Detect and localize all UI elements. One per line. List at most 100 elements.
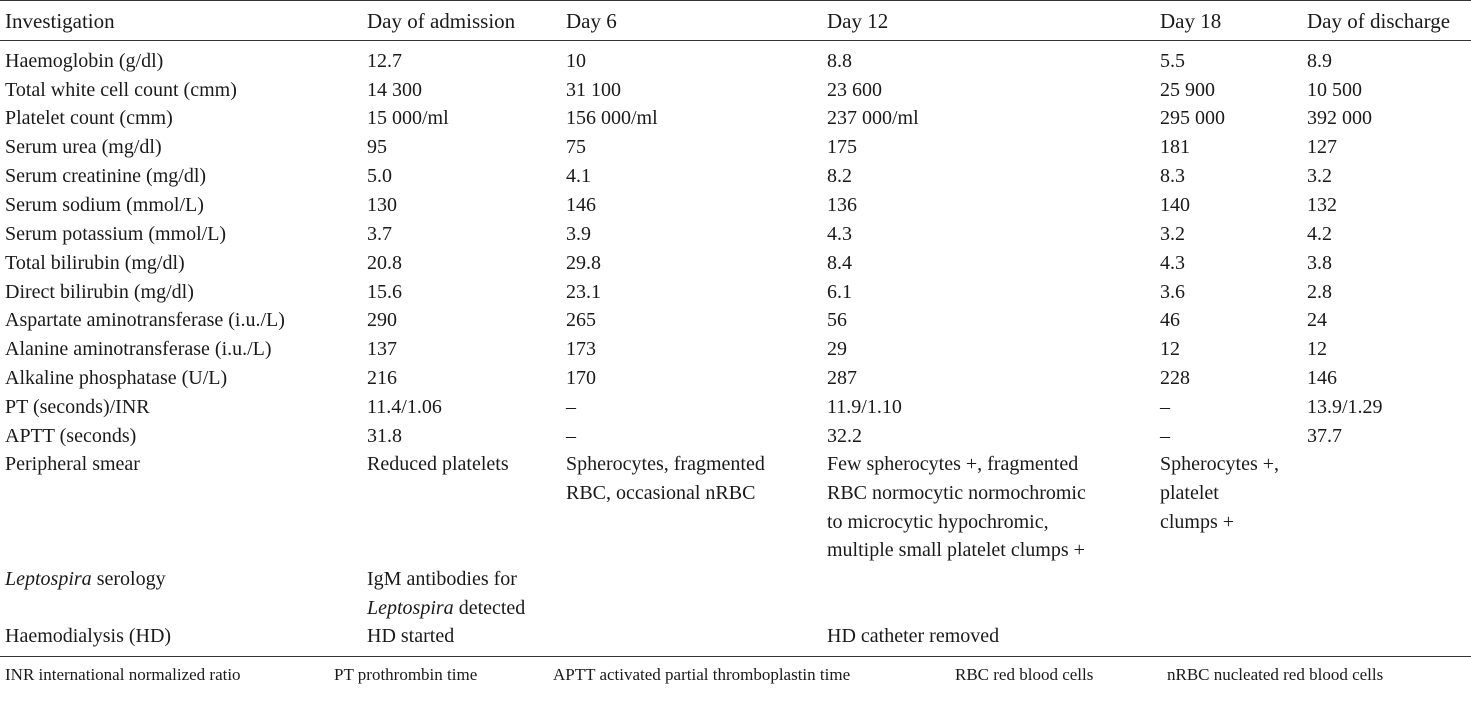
footnote-aptt: APTT activated partial thromboplastin ti… — [553, 665, 851, 684]
cell-admission: IgM antibodies for Leptospira detected — [367, 565, 525, 623]
cell-discharge: 12 — [1307, 338, 1327, 360]
cell-day6: – — [566, 425, 576, 447]
cell-day6: 146 — [566, 194, 596, 216]
header-day-18: Day 18 — [1160, 9, 1222, 33]
cell-line: Spherocytes, fragmented — [566, 453, 765, 475]
cell-day18: 228 — [1160, 367, 1190, 389]
cell-discharge: 3.8 — [1307, 252, 1332, 274]
cell-line: Spherocytes +, — [1160, 453, 1280, 475]
cell-discharge: 4.2 — [1307, 223, 1332, 245]
row-label: Serum potassium (mmol/L) — [5, 223, 227, 245]
row-label: Leptospira serology — [5, 565, 166, 594]
row-label: Direct bilirubin (mg/dl) — [5, 281, 194, 303]
cell-discharge: 37.7 — [1307, 425, 1342, 447]
cell-day12: Few spherocytes +, fragmented RBC normoc… — [827, 450, 1086, 565]
cell-day18: 3.2 — [1160, 223, 1185, 245]
cell-day12: 11.9/1.10 — [827, 396, 902, 418]
cell-discharge: 10 500 — [1307, 79, 1362, 101]
cell-day6: 265 — [566, 309, 596, 331]
cell-day6: 3.9 — [566, 223, 591, 245]
row-label: Platelet count (cmm) — [5, 107, 173, 129]
cell-day18: – — [1160, 425, 1170, 447]
cell-line: RBC, occasional nRBC — [566, 481, 756, 504]
footnote-pt: PT prothrombin time — [334, 665, 478, 684]
cell-day6: – — [566, 396, 576, 418]
cell-admission: HD started — [367, 625, 455, 647]
cell-day6: 31 100 — [566, 79, 621, 101]
cell-line: RBC normocytic normochromic — [827, 481, 1086, 504]
cell-line: multiple small platelet clumps + — [827, 539, 1085, 562]
cell-day6: 29.8 — [566, 252, 601, 274]
cell-day12: 175 — [827, 136, 857, 158]
cell-day12: 6.1 — [827, 281, 852, 303]
cell-admission: 12.7 — [367, 50, 402, 72]
cell-line: platelet — [1160, 481, 1219, 504]
header-investigation: Investigation — [5, 9, 115, 33]
cell-admission: 3.7 — [367, 223, 392, 245]
row-label: APTT (seconds) — [5, 425, 137, 447]
cell-day18: – — [1160, 396, 1170, 418]
row-label: Alkaline phosphatase (U/L) — [5, 367, 228, 389]
cell-line: IgM antibodies for — [367, 568, 517, 590]
cell-day12: 32.2 — [827, 425, 862, 447]
row-label: Total white cell count (cmm) — [5, 79, 237, 101]
footnote-rbc: RBC red blood cells — [955, 665, 1094, 684]
cell-discharge: 146 — [1307, 367, 1337, 389]
header-day-12: Day 12 — [827, 9, 889, 33]
cell-admission: 15.6 — [367, 281, 402, 303]
row-label: Haemoglobin (g/dl) — [5, 50, 164, 72]
cell-day12: 237 000/ml — [827, 107, 919, 129]
row-label: Peripheral smear — [5, 453, 140, 475]
cell-line-rest: detected — [453, 596, 526, 619]
cell-day6: 156 000/ml — [566, 107, 658, 129]
cell-day12: 287 — [827, 367, 857, 389]
cell-day18: 181 — [1160, 136, 1190, 158]
cell-day18: 3.6 — [1160, 281, 1185, 303]
row-label: Haemodialysis (HD) — [5, 625, 172, 647]
cell-day12: 56 — [827, 309, 847, 331]
cell-day12: 8.2 — [827, 165, 852, 187]
row-label: PT (seconds)/INR — [5, 396, 150, 418]
cell-line: clumps + — [1160, 510, 1235, 533]
cell-discharge: 2.8 — [1307, 281, 1332, 303]
cell-day12: 136 — [827, 194, 857, 216]
row-label-rest: serology — [91, 568, 166, 590]
cell-line: Leptospira detected — [367, 594, 525, 623]
cell-day6: 10 — [566, 50, 586, 72]
cell-day12: 4.3 — [827, 223, 852, 245]
cell-day18: 295 000 — [1160, 107, 1225, 129]
cell-day6: 170 — [566, 367, 596, 389]
cell-admission: 31.8 — [367, 425, 402, 447]
cell-day18: 8.3 — [1160, 165, 1185, 187]
cell-day12: HD catheter removed — [827, 625, 1000, 647]
cell-admission: 14 300 — [367, 79, 422, 101]
cell-day18: 46 — [1160, 309, 1180, 331]
cell-admission: 5.0 — [367, 165, 392, 187]
cell-admission: 216 — [367, 367, 397, 389]
cell-discharge: 13.9/1.29 — [1307, 396, 1383, 418]
cell-discharge: 3.2 — [1307, 165, 1332, 187]
cell-line: to microcytic hypochromic, — [827, 510, 1049, 533]
cell-discharge: 8.9 — [1307, 50, 1332, 72]
cell-admission: 11.4/1.06 — [367, 396, 442, 418]
cell-discharge: 24 — [1307, 309, 1327, 331]
header-day-6: Day 6 — [566, 9, 617, 33]
cell-admission: Reduced platelets — [367, 453, 509, 475]
header-day-of-discharge: Day of discharge — [1307, 9, 1451, 33]
cell-line-italic: Leptospira — [367, 596, 454, 619]
cell-admission: 130 — [367, 194, 397, 216]
cell-day12: 8.4 — [827, 252, 852, 274]
row-label: Serum creatinine (mg/dl) — [5, 165, 207, 187]
cell-day18: 12 — [1160, 338, 1180, 360]
cell-day18: 5.5 — [1160, 50, 1185, 72]
cell-admission: 137 — [367, 338, 397, 360]
row-label: Alanine aminotransferase (i.u./L) — [5, 338, 272, 360]
cell-day12: 8.8 — [827, 50, 852, 72]
table-top-rule — [0, 0, 1471, 1]
cell-day12: 29 — [827, 338, 847, 360]
cell-admission: 15 000/ml — [367, 107, 449, 129]
cell-day12: 23 600 — [827, 79, 882, 101]
cell-admission: 95 — [367, 136, 387, 158]
header-day-of-admission: Day of admission — [367, 9, 516, 33]
footnote-inr: INR international normalized ratio — [5, 665, 241, 684]
